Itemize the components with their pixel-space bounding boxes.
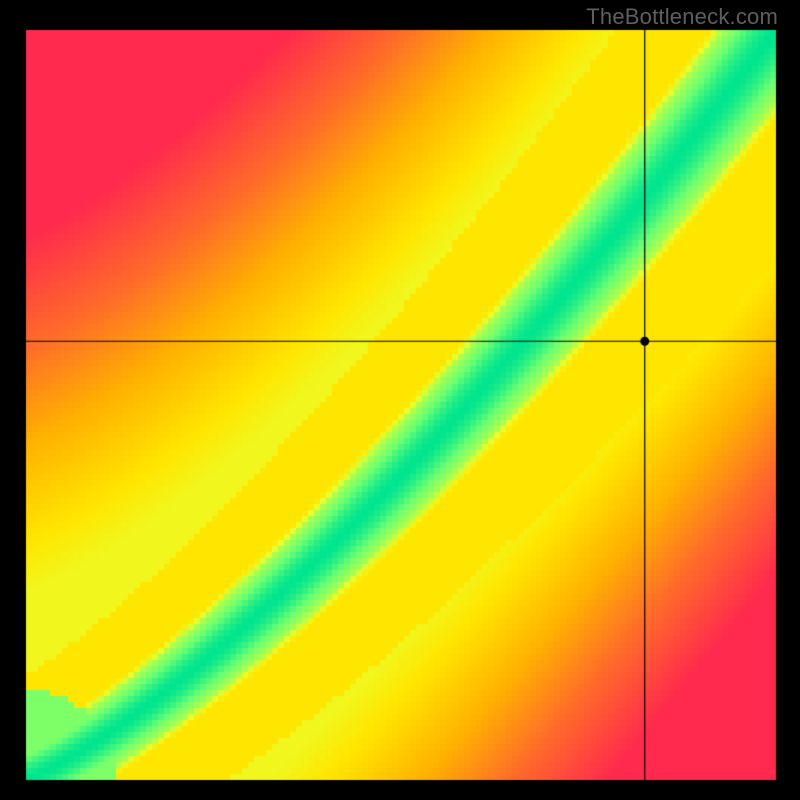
watermark-text: TheBottleneck.com	[586, 4, 778, 30]
chart-container: TheBottleneck.com	[0, 0, 800, 800]
bottleneck-heatmap	[0, 0, 800, 800]
